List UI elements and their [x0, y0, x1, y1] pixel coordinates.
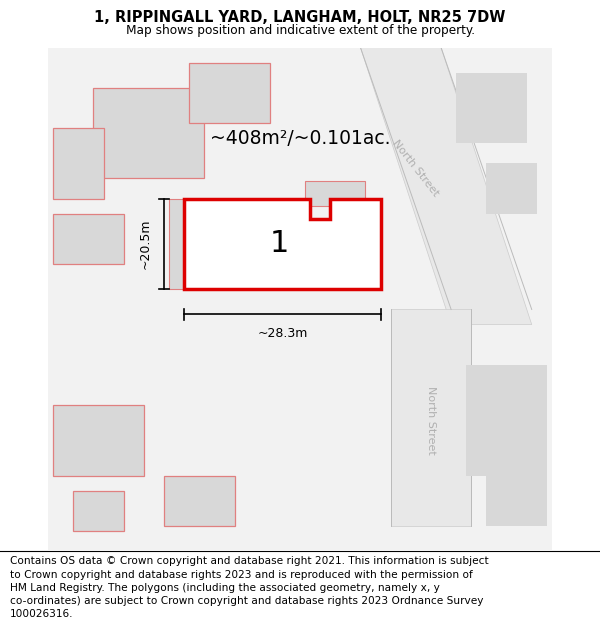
Text: ~28.3m: ~28.3m	[257, 327, 308, 340]
Polygon shape	[391, 309, 471, 526]
Text: 1: 1	[270, 229, 290, 259]
Polygon shape	[305, 181, 365, 206]
Polygon shape	[487, 476, 547, 526]
Polygon shape	[487, 163, 537, 214]
Polygon shape	[48, 48, 552, 551]
Polygon shape	[94, 88, 204, 179]
Polygon shape	[169, 199, 310, 289]
Text: Map shows position and indicative extent of the property.: Map shows position and indicative extent…	[125, 24, 475, 37]
Polygon shape	[361, 48, 532, 324]
Polygon shape	[53, 405, 144, 476]
Polygon shape	[164, 476, 235, 526]
Polygon shape	[184, 199, 380, 289]
Text: North Street: North Street	[426, 386, 436, 454]
Polygon shape	[53, 214, 124, 264]
Polygon shape	[189, 62, 270, 123]
Polygon shape	[466, 365, 547, 476]
Text: Contains OS data © Crown copyright and database right 2021. This information is : Contains OS data © Crown copyright and d…	[10, 556, 489, 619]
Text: ~20.5m: ~20.5m	[139, 219, 151, 269]
Text: ~408m²/~0.101ac.: ~408m²/~0.101ac.	[210, 129, 390, 148]
Polygon shape	[73, 491, 124, 531]
Text: North Street: North Street	[391, 138, 441, 199]
Polygon shape	[456, 72, 527, 143]
Text: 1, RIPPINGALL YARD, LANGHAM, HOLT, NR25 7DW: 1, RIPPINGALL YARD, LANGHAM, HOLT, NR25 …	[94, 11, 506, 26]
Polygon shape	[53, 128, 104, 199]
